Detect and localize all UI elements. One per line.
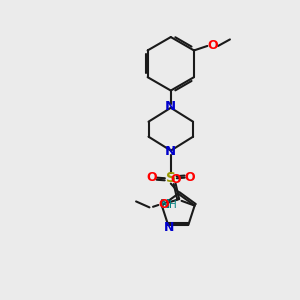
Text: O: O	[158, 198, 169, 211]
Text: O: O	[185, 171, 195, 184]
Text: O: O	[207, 40, 218, 52]
Text: H: H	[169, 200, 177, 210]
Text: O: O	[170, 173, 181, 186]
Text: N: N	[165, 100, 176, 113]
Text: N: N	[165, 145, 176, 158]
Text: S: S	[166, 171, 176, 185]
Text: O: O	[146, 171, 157, 184]
Text: N: N	[164, 221, 175, 234]
Text: N: N	[160, 198, 171, 211]
